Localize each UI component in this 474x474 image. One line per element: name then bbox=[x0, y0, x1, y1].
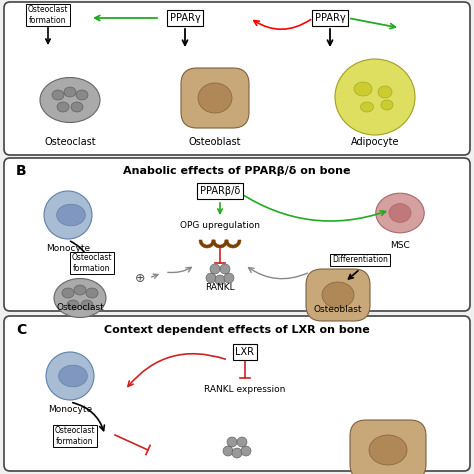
Polygon shape bbox=[212, 240, 228, 248]
Text: Osteoblast: Osteoblast bbox=[314, 304, 362, 313]
Polygon shape bbox=[199, 240, 215, 248]
Circle shape bbox=[206, 273, 216, 283]
Text: Osteoclast
formation: Osteoclast formation bbox=[55, 426, 95, 446]
Text: Osteoclast
formation: Osteoclast formation bbox=[28, 5, 68, 25]
Text: Osteoclast: Osteoclast bbox=[56, 303, 104, 312]
Ellipse shape bbox=[376, 193, 424, 233]
Ellipse shape bbox=[86, 288, 98, 298]
Circle shape bbox=[215, 275, 225, 285]
Ellipse shape bbox=[389, 204, 411, 222]
Text: Monocyte: Monocyte bbox=[46, 244, 90, 253]
Ellipse shape bbox=[56, 204, 85, 226]
Ellipse shape bbox=[54, 279, 106, 318]
Text: Osteoclast
formation: Osteoclast formation bbox=[72, 253, 112, 273]
Circle shape bbox=[223, 446, 233, 456]
Ellipse shape bbox=[71, 102, 83, 112]
Ellipse shape bbox=[361, 102, 374, 112]
Text: Anabolic effects of PPARβ/δ on bone: Anabolic effects of PPARβ/δ on bone bbox=[123, 166, 351, 176]
Text: Osteoblast: Osteoblast bbox=[189, 137, 241, 147]
Text: Monocyte: Monocyte bbox=[48, 405, 92, 414]
Ellipse shape bbox=[57, 102, 69, 112]
Circle shape bbox=[227, 437, 237, 447]
Circle shape bbox=[224, 273, 234, 283]
Ellipse shape bbox=[52, 90, 64, 100]
FancyBboxPatch shape bbox=[181, 68, 249, 128]
Text: LXR: LXR bbox=[236, 347, 255, 357]
Ellipse shape bbox=[198, 83, 232, 113]
Text: Osteoclast: Osteoclast bbox=[44, 137, 96, 147]
Text: PPARγ: PPARγ bbox=[315, 13, 346, 23]
Text: C: C bbox=[16, 323, 26, 337]
Ellipse shape bbox=[335, 59, 415, 135]
Ellipse shape bbox=[354, 82, 372, 96]
Text: ⊕: ⊕ bbox=[135, 272, 145, 284]
Text: OPG upregulation: OPG upregulation bbox=[180, 220, 260, 229]
Circle shape bbox=[237, 437, 247, 447]
Text: Context dependent effects of LXR on bone: Context dependent effects of LXR on bone bbox=[104, 325, 370, 335]
Ellipse shape bbox=[381, 100, 393, 110]
Ellipse shape bbox=[74, 285, 86, 295]
Ellipse shape bbox=[64, 87, 76, 97]
Text: MSC: MSC bbox=[390, 240, 410, 249]
Ellipse shape bbox=[322, 282, 354, 308]
Circle shape bbox=[241, 446, 251, 456]
Ellipse shape bbox=[378, 86, 392, 98]
Polygon shape bbox=[225, 240, 241, 248]
Ellipse shape bbox=[46, 352, 94, 400]
Ellipse shape bbox=[40, 78, 100, 122]
Ellipse shape bbox=[44, 191, 92, 239]
FancyBboxPatch shape bbox=[4, 158, 470, 311]
Ellipse shape bbox=[81, 300, 93, 310]
Text: RANKL: RANKL bbox=[205, 283, 235, 292]
Circle shape bbox=[232, 448, 242, 458]
Circle shape bbox=[210, 264, 220, 274]
Text: PPARβ/δ: PPARβ/δ bbox=[200, 186, 240, 196]
Text: PPARγ: PPARγ bbox=[170, 13, 201, 23]
Text: Adipocyte: Adipocyte bbox=[351, 137, 399, 147]
Text: RANKL expression: RANKL expression bbox=[204, 385, 286, 394]
Ellipse shape bbox=[76, 90, 88, 100]
FancyBboxPatch shape bbox=[4, 316, 470, 471]
Text: B: B bbox=[16, 164, 27, 178]
FancyBboxPatch shape bbox=[4, 2, 470, 155]
Ellipse shape bbox=[369, 435, 407, 465]
FancyBboxPatch shape bbox=[350, 420, 426, 474]
Ellipse shape bbox=[67, 300, 79, 310]
FancyBboxPatch shape bbox=[306, 269, 370, 321]
Ellipse shape bbox=[62, 288, 74, 298]
Ellipse shape bbox=[59, 365, 87, 387]
Circle shape bbox=[220, 264, 230, 274]
Text: Differentiation: Differentiation bbox=[332, 255, 388, 264]
